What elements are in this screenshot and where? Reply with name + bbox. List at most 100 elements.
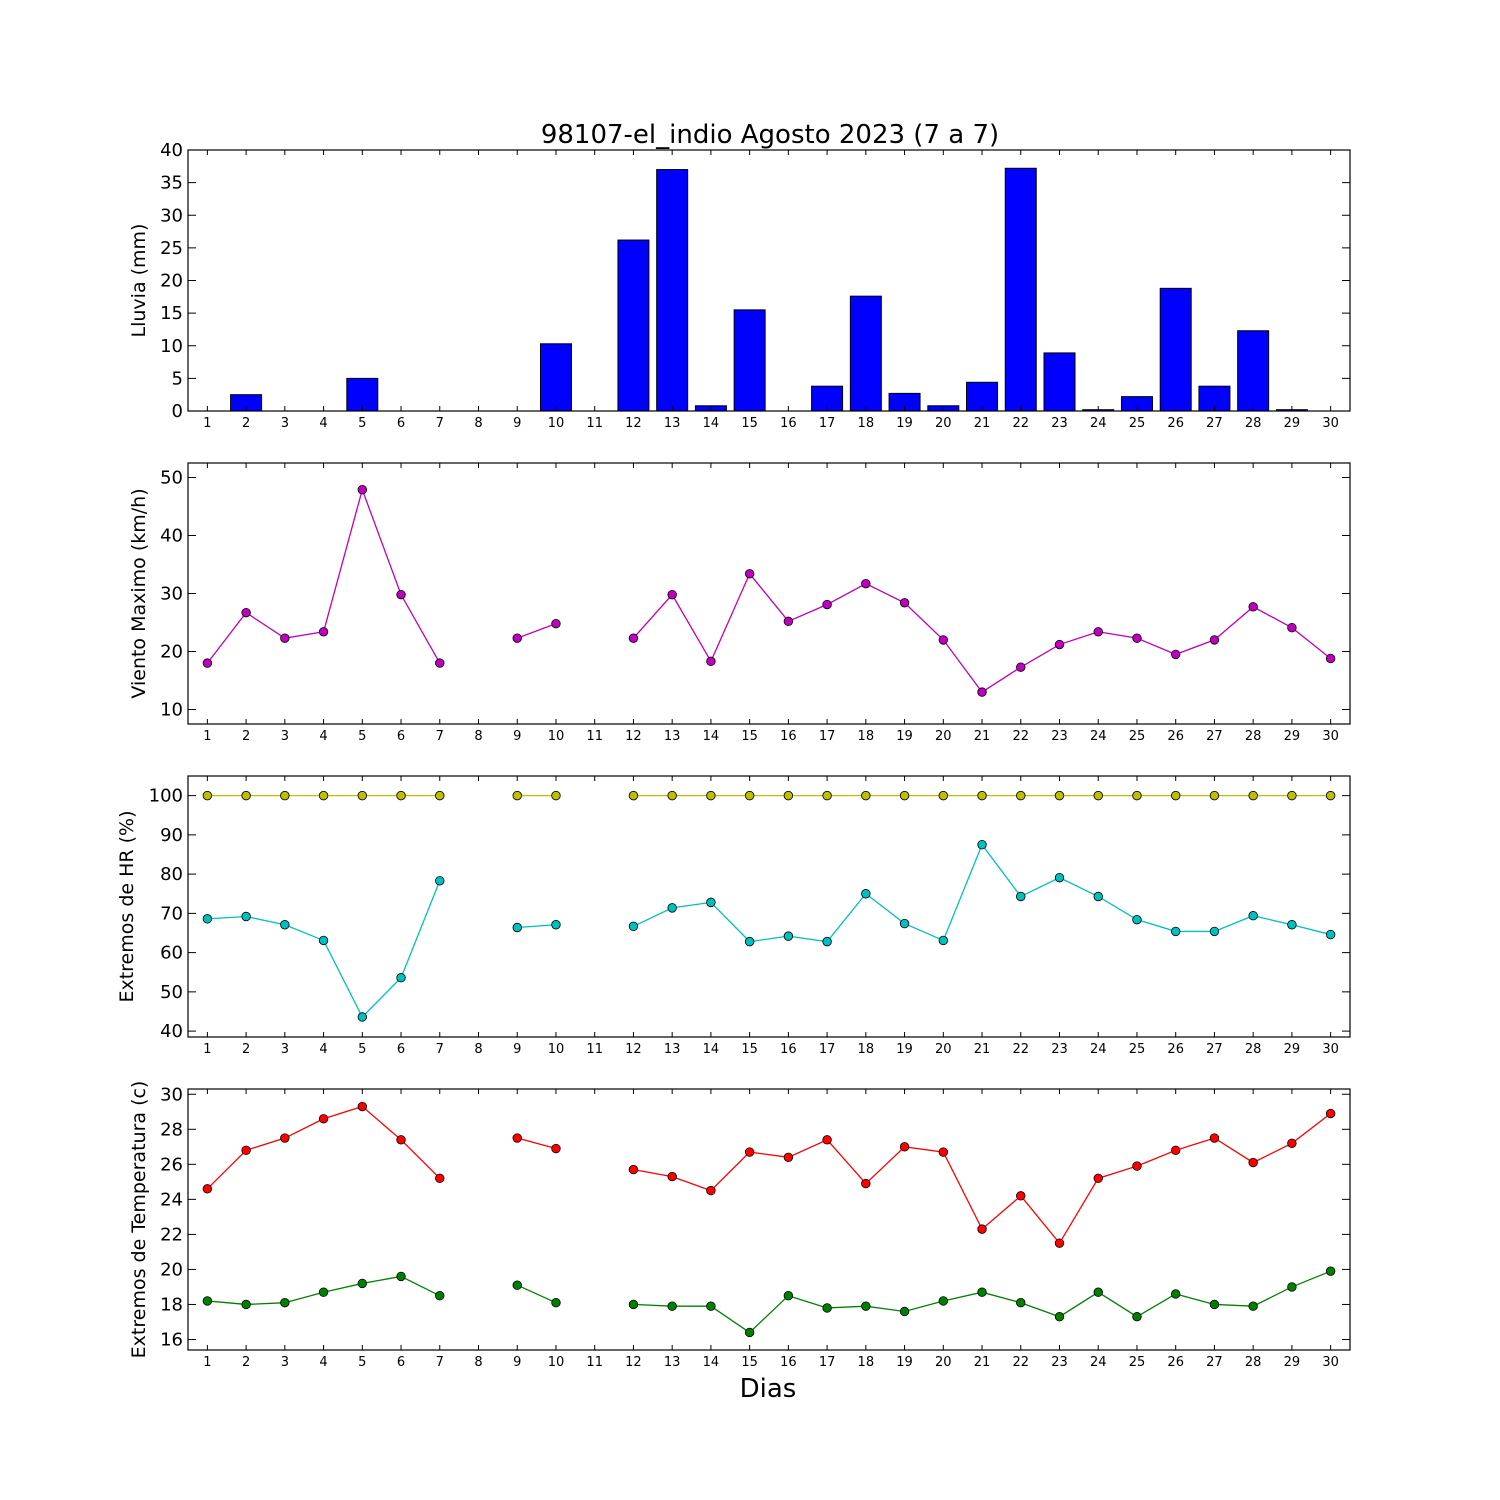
hr-max-point (1054, 790, 1065, 801)
x-tick-label: 14 (703, 729, 720, 744)
temp-min-line (516, 1284, 557, 1304)
hr-min-point (512, 922, 522, 933)
temp-min-point (202, 1296, 213, 1306)
hr-max-point (435, 790, 445, 801)
y-tick-label: 0 (172, 401, 183, 422)
hr-series-group (202, 790, 1336, 1022)
x-tick-label: 23 (1051, 729, 1068, 744)
wind-max-point (1132, 633, 1142, 643)
temp-min-point (357, 1278, 368, 1289)
hr-min-point (1287, 920, 1297, 930)
hr-max-point (1016, 790, 1026, 801)
temp-min-point (1209, 1299, 1220, 1310)
hr-min-point (1054, 872, 1065, 883)
temp-max-point (318, 1114, 329, 1124)
x-tick-label: 7 (436, 416, 444, 431)
x-tick-label: 8 (474, 1042, 482, 1057)
x-tick-label: 6 (397, 416, 405, 431)
temp-min-point (1325, 1266, 1336, 1276)
x-tick-label: 28 (1245, 1355, 1262, 1370)
y-tick-label: 40 (160, 1021, 183, 1042)
humidity-panel: 1 2 3 4 5 6 7 8 9 10 11 12 13 14 15 16 17 18 19 20 21 22 23 24 2… (116, 775, 1351, 1057)
x-tick-label: 21 (974, 1042, 991, 1057)
y-tick-label: 80 (160, 864, 183, 885)
temp-min-point (280, 1298, 290, 1308)
y-tick-label: 22 (160, 1224, 183, 1245)
wind-max-point (1287, 623, 1297, 633)
hr-max-point (628, 790, 639, 801)
temp-max-point (1132, 1161, 1142, 1171)
x-tick-label: 24 (1090, 1355, 1107, 1370)
x-tick-label: 14 (703, 416, 720, 431)
temp-min-point (551, 1298, 561, 1308)
x-tick-label: 5 (358, 1355, 366, 1370)
rain-bar (656, 169, 689, 412)
x-tick-label: 5 (358, 1042, 366, 1057)
hr-min-point (628, 921, 639, 932)
temp-min-point (1170, 1289, 1181, 1299)
x-tick-label: 26 (1167, 1355, 1184, 1370)
temp-max-point (899, 1142, 910, 1152)
hr-max-point (241, 790, 251, 801)
hr-min-point (357, 1012, 368, 1022)
x-tick-label: 15 (741, 416, 758, 431)
hr-max-point (977, 790, 987, 801)
x-tick-label: 9 (513, 1355, 521, 1370)
hr-min-point (280, 920, 290, 930)
temp-min-point (899, 1306, 910, 1317)
temp-min-point (241, 1299, 251, 1310)
x-tick-label: 21 (974, 729, 991, 744)
x-tick-label: 25 (1129, 1042, 1146, 1057)
rain-bar (1159, 287, 1192, 412)
wind-max-point (1170, 649, 1181, 660)
x-tick-label: 1 (203, 1042, 211, 1057)
x-tick-label: 19 (896, 729, 913, 744)
temp-max-point (783, 1152, 794, 1163)
x-tick-label: 22 (1012, 1042, 1029, 1057)
wind-max-point (435, 658, 445, 668)
wind-max-point (1325, 653, 1336, 664)
hr-min-point (1016, 891, 1026, 902)
temp-max-point (1287, 1138, 1297, 1149)
x-tick-label: 4 (319, 1355, 327, 1370)
temp-min-point (1016, 1298, 1026, 1308)
hr-min-point (822, 936, 832, 947)
temp-max-line (517, 1137, 557, 1150)
x-tick-label: 5 (358, 729, 366, 744)
hr-max-point (1209, 790, 1220, 801)
hr-min-point (435, 876, 445, 886)
x-tick-label: 3 (281, 416, 289, 431)
x-tick-label: 18 (858, 729, 875, 744)
rain-bar (849, 295, 882, 412)
wind-max-point (899, 598, 910, 608)
hr-max-point (357, 790, 368, 801)
temp-min-point (667, 1301, 677, 1311)
x-tick-label: 29 (1284, 416, 1301, 431)
hr-max-point (706, 790, 716, 801)
hr-min-point (396, 973, 406, 983)
x-tick-label: 8 (474, 1355, 482, 1370)
x-tick-label: 6 (397, 1042, 405, 1057)
x-tick-label: 16 (780, 729, 797, 744)
hr-min-point (861, 889, 871, 899)
chart-title: 98107-el_indio Agosto 2023 (7 a 7) (541, 120, 999, 150)
wind-max-point (861, 578, 871, 589)
temp-axes-frame (187, 1088, 1351, 1351)
hr-max-point (822, 790, 832, 801)
x-tick-label: 23 (1051, 1355, 1068, 1370)
rain-panel: 1 2 3 4 5 6 7 8 9 10 11 12 13 14 15 16 17 18 19 20 21 22 23 24 2… (128, 140, 1351, 431)
x-tick-label: 18 (858, 1042, 875, 1057)
x-tick-label: 17 (819, 1042, 836, 1057)
x-tick-label: 3 (281, 1042, 289, 1057)
y-tick-label: 70 (160, 903, 183, 924)
hr-max-point (551, 790, 561, 801)
temp-min-point (1054, 1312, 1065, 1322)
hr-min-point (1093, 891, 1103, 902)
temp-min-point (435, 1290, 445, 1301)
wind-max-point (512, 633, 522, 643)
x-tick-label: 19 (896, 1355, 913, 1370)
x-tick-label: 26 (1167, 416, 1184, 431)
y-tick-label: 35 (160, 173, 183, 194)
hr-min-point (706, 897, 716, 908)
